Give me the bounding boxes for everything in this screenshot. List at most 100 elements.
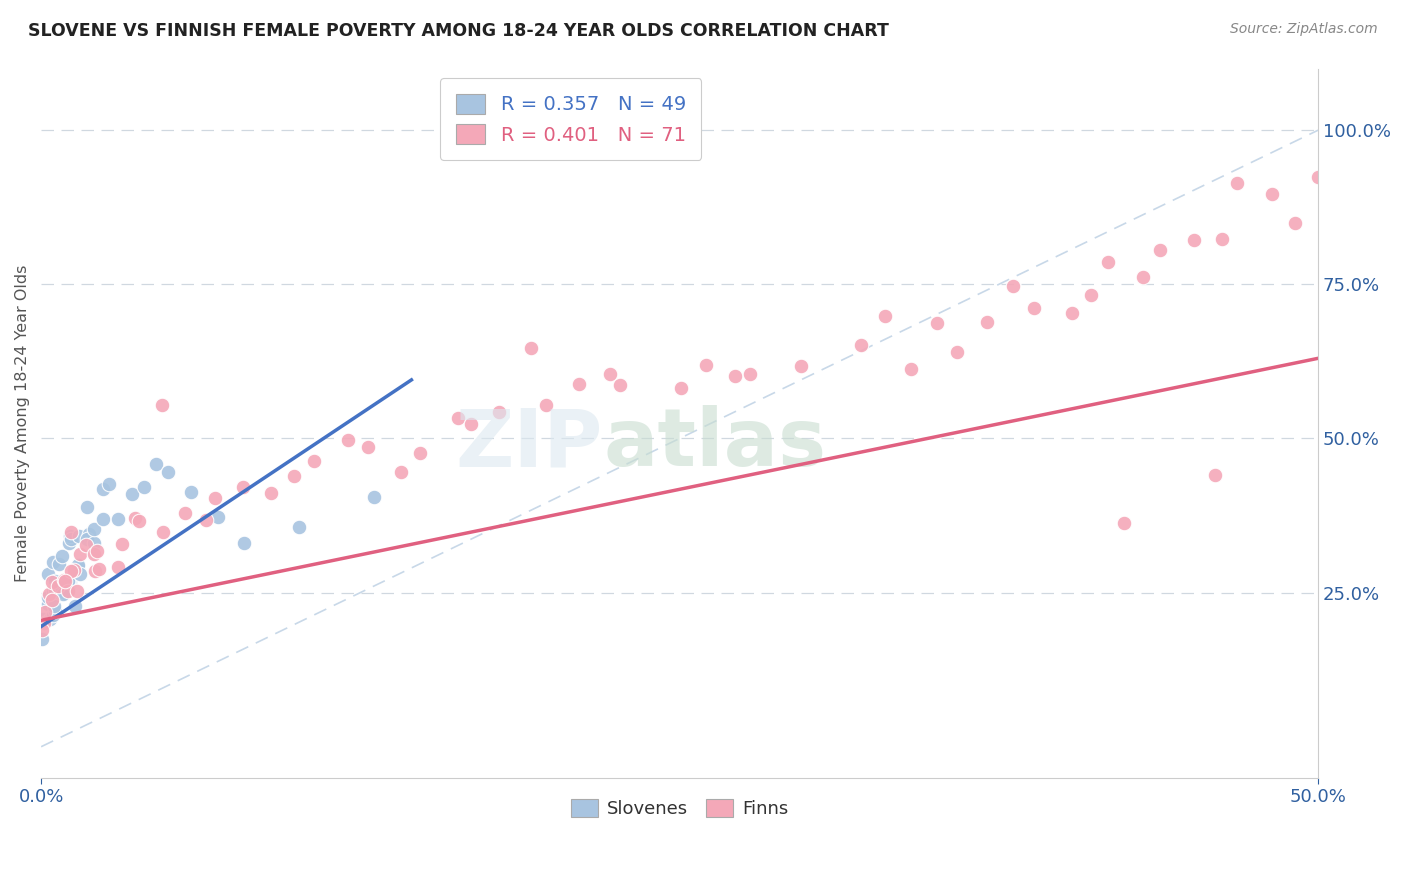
Point [150, 398, 173, 412]
Point [44, 574, 66, 588]
Point [1002, 279, 1025, 293]
Point [67, 529, 90, 543]
Point [447, 411, 470, 425]
Point [302, 453, 325, 467]
Point [194, 513, 217, 527]
Point [66, 559, 89, 574]
Point [87, 562, 110, 576]
Point [695, 358, 717, 372]
Point [38, 587, 60, 601]
Point [1226, 177, 1249, 191]
Point [789, 359, 811, 373]
Point [389, 465, 412, 479]
Point [31, 632, 53, 646]
Point [63, 599, 86, 614]
Point [1284, 216, 1306, 230]
Point [41, 555, 63, 569]
Point [363, 490, 385, 504]
Point [62, 563, 84, 577]
Point [34, 606, 56, 620]
Point [69, 566, 91, 581]
Point [260, 486, 283, 500]
Point [152, 524, 174, 539]
Point [976, 315, 998, 329]
Point [37, 566, 59, 581]
Point [76, 500, 98, 514]
Point [59, 575, 82, 590]
Point [488, 405, 510, 419]
Point [925, 316, 948, 330]
Point [204, 491, 226, 505]
Point [121, 487, 143, 501]
Point [56, 574, 79, 588]
Point [173, 506, 195, 520]
Point [1204, 467, 1226, 482]
Text: Source: ZipAtlas.com: Source: ZipAtlas.com [1230, 22, 1378, 37]
Point [124, 510, 146, 524]
Point [1080, 288, 1102, 302]
Point [86, 543, 108, 558]
Point [58, 574, 80, 589]
Point [41, 575, 63, 590]
Point [91, 482, 114, 496]
Point [128, 515, 150, 529]
Point [232, 480, 254, 494]
Point [460, 417, 482, 432]
Point [37, 597, 59, 611]
Point [207, 510, 229, 524]
Point [1184, 234, 1206, 248]
Point [52, 573, 75, 587]
Text: ZIP: ZIP [456, 405, 603, 483]
Point [408, 446, 430, 460]
Point [44, 588, 66, 602]
Point [233, 536, 256, 550]
Point [46, 579, 69, 593]
Point [1097, 254, 1119, 268]
Point [1261, 187, 1284, 202]
Point [724, 369, 747, 384]
Text: atlas: atlas [603, 405, 827, 483]
Y-axis label: Female Poverty Among 18-24 Year Olds: Female Poverty Among 18-24 Year Olds [15, 264, 30, 582]
Point [900, 361, 922, 376]
Text: SLOVENE VS FINNISH FEMALE POVERTY AMONG 18-24 YEAR OLDS CORRELATION CHART: SLOVENE VS FINNISH FEMALE POVERTY AMONG … [28, 22, 889, 40]
Point [60, 564, 83, 578]
Point [32, 612, 55, 626]
Point [669, 381, 692, 395]
Point [1211, 232, 1233, 246]
Point [83, 522, 105, 536]
Point [357, 440, 380, 454]
Point [283, 469, 305, 483]
Point [46, 582, 69, 596]
Point [66, 583, 89, 598]
Point [44, 582, 66, 596]
Point [77, 526, 100, 541]
Point [48, 557, 70, 571]
Point [49, 582, 72, 596]
Point [42, 583, 65, 598]
Point [1022, 301, 1045, 315]
Point [56, 583, 79, 598]
Point [53, 574, 76, 589]
Point [59, 529, 82, 543]
Point [58, 536, 80, 550]
Point [849, 337, 872, 351]
Legend: Slovenes, Finns: Slovenes, Finns [564, 791, 796, 825]
Point [98, 476, 121, 491]
Point [83, 565, 105, 579]
Point [1308, 169, 1330, 184]
Point [66, 558, 89, 573]
Point [52, 587, 75, 601]
Point [1112, 516, 1135, 530]
Point [75, 538, 97, 552]
Point [32, 615, 55, 630]
Point [1149, 243, 1171, 257]
Point [83, 536, 105, 550]
Point [110, 537, 132, 551]
Point [738, 368, 761, 382]
Point [875, 310, 897, 324]
Point [39, 612, 62, 626]
Point [1062, 306, 1084, 320]
Point [107, 559, 129, 574]
Point [519, 341, 541, 355]
Point [145, 457, 167, 471]
